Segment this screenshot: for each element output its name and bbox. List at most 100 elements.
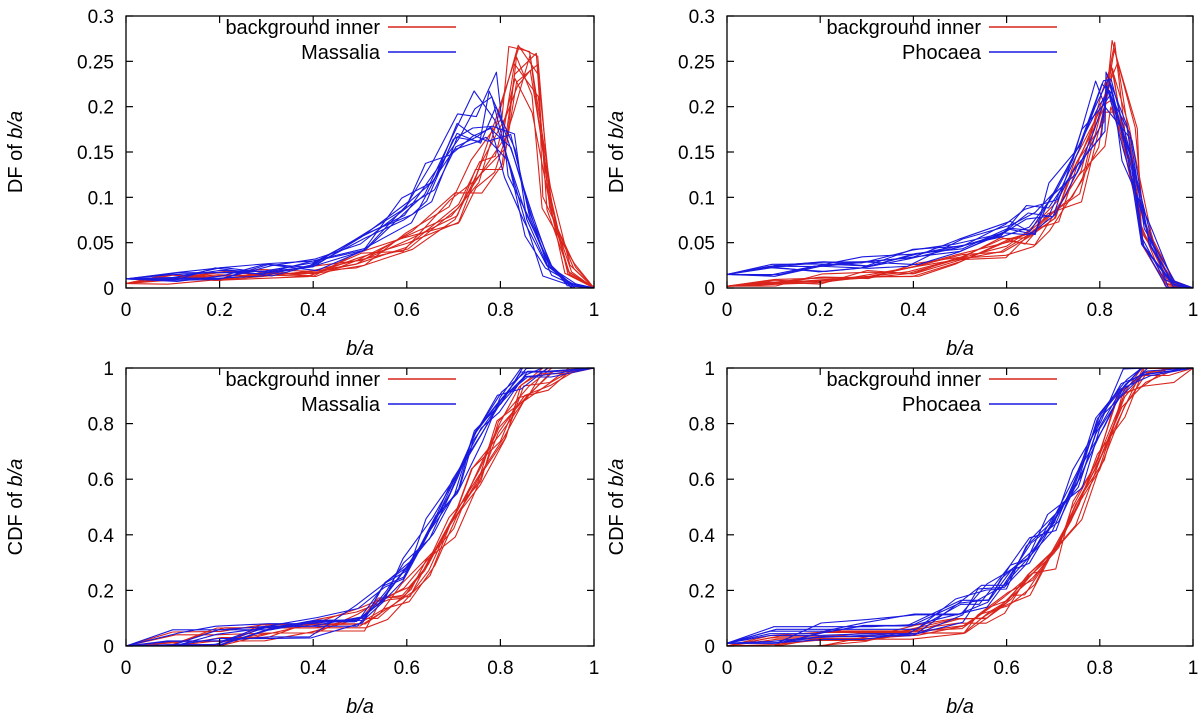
- y-tick-label: 0.3: [88, 7, 114, 28]
- x-tick-label: 1: [1188, 300, 1199, 321]
- y-tick-label: 0.15: [678, 143, 715, 164]
- x-tick-label: 0.4: [900, 658, 927, 679]
- series-line: [126, 71, 594, 288]
- series-line: [126, 136, 594, 288]
- series-line: [727, 368, 1193, 644]
- x-axis-label: b/a: [946, 696, 974, 717]
- y-tick-label: 0.8: [88, 415, 114, 436]
- legend-label: Phocaea: [902, 42, 982, 64]
- series-line: [126, 96, 594, 288]
- legend-label: background inner: [826, 369, 981, 391]
- x-axis-label-text: b/a: [946, 338, 974, 360]
- x-tick-label: 0: [722, 658, 733, 679]
- y-tick-label: 0.8: [689, 415, 715, 436]
- series-line: [126, 368, 594, 646]
- y-axis-label-prefix: DF of: [606, 139, 628, 193]
- x-axis-label: b/a: [346, 338, 374, 360]
- legend-label: Phocaea: [902, 394, 982, 416]
- y-tick-label: 0.3: [689, 7, 715, 28]
- y-axis-label-prefix: CDF of: [5, 486, 27, 555]
- series-line: [126, 78, 594, 288]
- y-axis-label-prefix: CDF of: [606, 486, 628, 555]
- series-line: [727, 368, 1193, 644]
- series-line: [126, 69, 594, 288]
- legend: background inner Phocaea: [826, 17, 1057, 64]
- x-tick-label: 0.2: [206, 300, 232, 321]
- series-line: [727, 61, 1193, 288]
- series-line: [727, 368, 1193, 646]
- legend-label: background inner: [225, 369, 380, 391]
- plot-frame: [726, 367, 1194, 647]
- x-tick-label: 0.6: [993, 658, 1019, 679]
- y-tick-label: 0.2: [88, 581, 114, 602]
- y-tick-label: 0.25: [678, 52, 715, 73]
- chart-df-massalia: 0 0.2 0.4 0.6 0.8 100.050.10.150.20.250.3b/aD…: [5, 7, 599, 360]
- x-tick-label: 0.2: [206, 658, 232, 679]
- x-tick-label: 0.2: [807, 300, 833, 321]
- series-line: [727, 368, 1193, 644]
- y-tick-label: 1: [103, 359, 114, 380]
- y-axis-label-prefix: DF of: [5, 139, 27, 193]
- series-line: [727, 368, 1193, 644]
- y-tick-label: 0.2: [88, 98, 114, 119]
- series-line: [126, 52, 594, 288]
- y-tick-label: 0.05: [678, 234, 715, 255]
- x-tick-label: 0.8: [487, 658, 513, 679]
- series-line: [727, 81, 1193, 288]
- x-axis-label-text: b/a: [346, 696, 374, 717]
- series-line: [126, 63, 594, 288]
- y-tick-label: 0.4: [88, 526, 115, 547]
- series-line: [126, 63, 594, 288]
- legend-label: Massalia: [301, 394, 381, 416]
- series-line: [126, 368, 594, 646]
- y-tick-label: 0.25: [77, 52, 114, 73]
- x-tick-label: 0.8: [1087, 658, 1113, 679]
- series-line: [126, 368, 594, 646]
- y-axis-label: DF of b/a: [5, 111, 27, 193]
- series-line: [727, 49, 1193, 288]
- series-family: [727, 71, 1193, 288]
- legend-label: Massalia: [301, 42, 381, 64]
- x-tick-label: 0.6: [394, 300, 420, 321]
- x-tick-label: 0.4: [300, 300, 327, 321]
- x-axis-label-text: b/a: [946, 696, 974, 717]
- x-tick-label: 0: [722, 300, 733, 321]
- legend-label: background inner: [225, 17, 380, 39]
- series-line: [727, 80, 1193, 288]
- y-tick-label: 0.15: [77, 143, 114, 164]
- legend: background inner Phocaea: [826, 369, 1057, 416]
- y-tick-label: 0.4: [689, 526, 716, 547]
- series-line: [126, 122, 594, 288]
- legend: background inner Massalia: [225, 369, 456, 416]
- x-tick-label: 1: [1188, 658, 1199, 679]
- y-tick-label: 0: [704, 279, 715, 300]
- y-tick-label: 0: [103, 637, 114, 658]
- plot-frame: [125, 367, 595, 647]
- x-tick-label: 1: [589, 658, 600, 679]
- series-line: [126, 127, 594, 288]
- series-line: [126, 54, 594, 288]
- y-axis-label-var: b/a: [5, 111, 27, 139]
- y-axis-label: DF of b/a: [606, 111, 628, 193]
- y-tick-label: 1: [704, 359, 715, 380]
- x-tick-label: 0.8: [487, 300, 513, 321]
- series-line: [727, 71, 1193, 288]
- y-axis-label: CDF of b/a: [5, 459, 27, 556]
- y-tick-label: 0: [103, 279, 114, 300]
- series-line: [727, 94, 1193, 288]
- x-tick-label: 0.6: [394, 658, 420, 679]
- x-axis-label: b/a: [346, 696, 374, 717]
- x-tick-label: 0.6: [993, 300, 1019, 321]
- x-axis-label-text: b/a: [346, 338, 374, 360]
- series-family: [727, 368, 1193, 644]
- series-family: [126, 71, 594, 288]
- x-tick-label: 0.4: [900, 300, 927, 321]
- y-axis-label-var: b/a: [5, 459, 27, 487]
- x-tick-label: 0.2: [807, 658, 833, 679]
- x-axis-label: b/a: [946, 338, 974, 360]
- series-line: [126, 368, 594, 646]
